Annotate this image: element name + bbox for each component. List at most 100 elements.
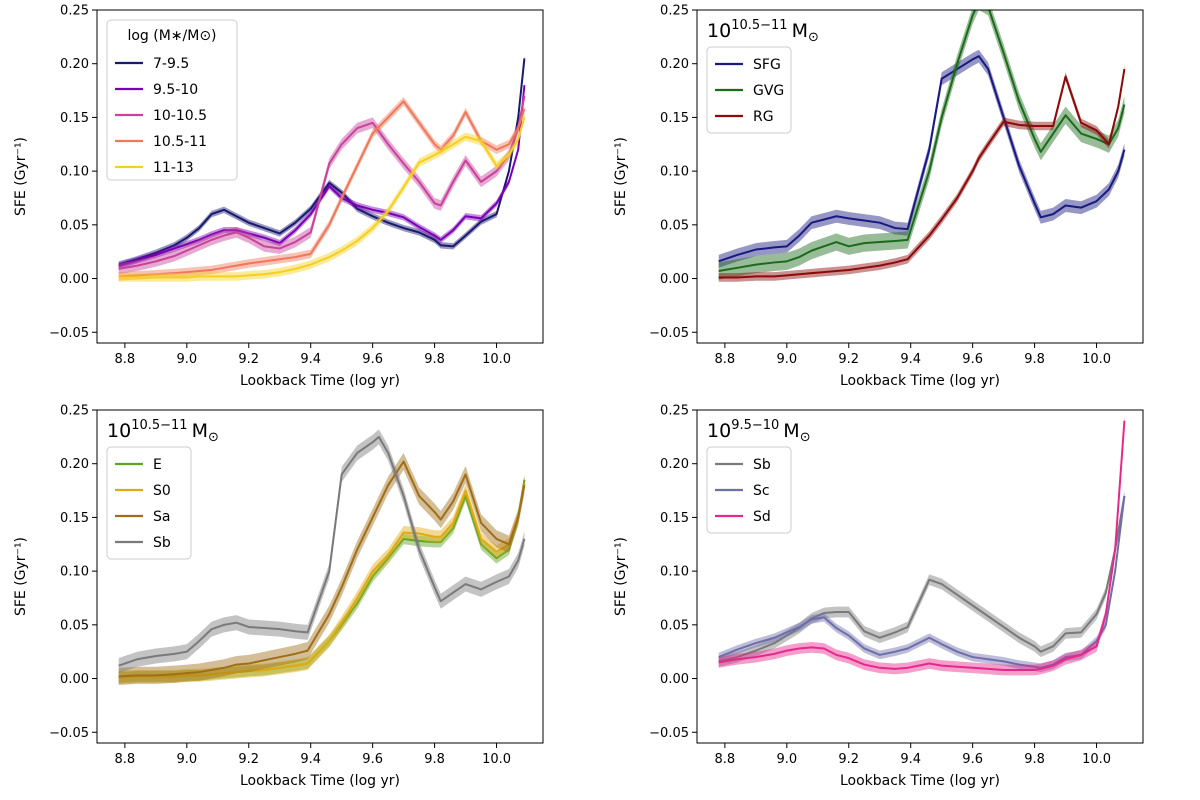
x-tick-label: 10.0	[1082, 752, 1111, 767]
x-tick-label: 9.0	[176, 752, 197, 767]
panel-title: 1010.5−11 M⊙	[107, 418, 219, 445]
series-line-10.5-11	[118, 100, 526, 278]
legend-label: 9.5-10	[153, 82, 198, 98]
y-tick-label: 0.05	[660, 618, 689, 633]
y-tick-label: −0.05	[49, 726, 89, 741]
plot-area	[118, 55, 526, 282]
y-tick-label: 0.20	[660, 457, 689, 472]
x-tick-label: 9.6	[962, 752, 983, 767]
series-line-SFG	[718, 55, 1126, 263]
y-tick-label: 0.10	[660, 565, 689, 580]
y-tick-label: 0.00	[60, 272, 89, 287]
y-tick-label: 0.20	[60, 57, 89, 72]
plot-area	[718, 415, 1126, 676]
y-tick-label: 0.00	[60, 672, 89, 687]
panel-top-right: 8.8 9.0 9.2 9.4 9.6 9.8 10.0 −0.05 0.00 0.05 0.10 0…	[613, 4, 1144, 389]
x-tick-label: 9.8	[424, 352, 445, 367]
x-tick-label: 9.8	[424, 752, 445, 767]
panel-title: 1010.5−11 M⊙	[707, 18, 819, 45]
y-tick-label: 0.10	[60, 565, 89, 580]
y-tick-label: 0.20	[60, 457, 89, 472]
series-band-10-10.5	[118, 90, 525, 275]
x-tick-label: 9.6	[362, 352, 383, 367]
legend-label: RG	[753, 109, 774, 125]
y-tick-label: −0.05	[49, 326, 89, 341]
plot-area	[118, 429, 526, 685]
x-tick-label: 9.4	[300, 352, 321, 367]
legend: SFG GVG RG	[706, 46, 792, 134]
y-tick-label: 0.25	[60, 4, 89, 19]
axes-frame	[696, 9, 1144, 344]
x-tick-label: 9.6	[962, 352, 983, 367]
legend: log (M∗/M⊙) 7-9.5 9.5-10 10-10.5 10.5-11 11-1…	[106, 19, 238, 181]
legend: E S0 Sa Sb	[106, 446, 192, 560]
y-tick-label: 0.20	[660, 57, 689, 72]
legend-label: Sb	[753, 457, 771, 473]
x-axis-label: Lookback Time (log yr)	[240, 773, 400, 789]
legend: Sb Sc Sd	[706, 446, 792, 534]
legend-box	[106, 446, 192, 560]
y-tick-label: −0.05	[649, 726, 689, 741]
series-line-RG	[718, 68, 1126, 279]
legend-box	[706, 446, 792, 534]
legend-box	[106, 19, 238, 181]
x-tick-label: 9.0	[776, 752, 797, 767]
y-axis-label: SFE (Gyr⁻¹)	[13, 137, 29, 216]
y-tick-label: 0.15	[60, 111, 89, 126]
legend-label: Sc	[753, 483, 770, 499]
x-tick-label: 8.8	[715, 752, 736, 767]
x-tick-label: 9.4	[900, 752, 921, 767]
y-tick-label: 0.05	[660, 218, 689, 233]
legend-label: E	[153, 457, 162, 473]
legend-label: SFG	[753, 57, 781, 73]
legend-title: log (M∗/M⊙)	[127, 28, 216, 44]
axes-frame	[696, 409, 1144, 744]
x-tick-label: 9.2	[838, 352, 859, 367]
x-tick-label: 9.2	[238, 752, 259, 767]
series-band-S0	[118, 476, 525, 684]
y-axis-label: SFE (Gyr⁻¹)	[613, 537, 629, 616]
legend-label: 7-9.5	[153, 56, 189, 72]
series-line-Sb	[718, 495, 1126, 663]
panel-title: 109.5−10 M⊙	[707, 418, 811, 445]
series-line-Sb	[118, 435, 526, 667]
x-axis-label: Lookback Time (log yr)	[840, 373, 1000, 389]
legend-label: GVG	[753, 83, 784, 99]
series-band-GVG	[718, 10, 1125, 280]
y-tick-label: 0.10	[660, 165, 689, 180]
legend-label: Sb	[153, 535, 171, 551]
x-tick-label: 9.2	[238, 352, 259, 367]
series-line-9.5-10	[118, 85, 526, 267]
x-tick-label: 10.0	[482, 752, 511, 767]
x-tick-label: 8.8	[115, 352, 136, 367]
y-tick-label: 0.15	[660, 111, 689, 126]
legend-label: 10.5-11	[153, 134, 207, 150]
series-line-11-13	[118, 117, 526, 279]
legend-label: 10-10.5	[153, 108, 207, 124]
series-line-Sd	[718, 420, 1126, 671]
series-line-S0	[118, 482, 526, 679]
axes-frame	[96, 409, 544, 744]
panel-bottom-right: 8.8 9.0 9.2 9.4 9.6 9.8 10.0 −0.05 0.00 0.05 0.10 0…	[613, 404, 1144, 789]
y-tick-label: 0.10	[60, 165, 89, 180]
legend-box	[706, 46, 792, 134]
series-band-Sb	[118, 429, 525, 674]
y-tick-label: 0.00	[660, 672, 689, 687]
legend-label: Sa	[153, 509, 170, 525]
plot-area	[718, 10, 1126, 282]
x-tick-label: 10.0	[482, 352, 511, 367]
series-line-10-10.5	[118, 95, 526, 270]
x-tick-label: 9.4	[900, 352, 921, 367]
y-tick-label: 0.05	[60, 218, 89, 233]
y-tick-label: 0.25	[660, 404, 689, 419]
x-tick-label: 9.4	[300, 752, 321, 767]
axes-frame	[96, 9, 544, 344]
series-line-7-9.5	[118, 58, 526, 266]
x-axis-label: Lookback Time (log yr)	[240, 373, 400, 389]
legend-label: Sd	[753, 509, 771, 525]
x-tick-label: 8.8	[715, 352, 736, 367]
series-band-SFG	[718, 49, 1125, 268]
y-tick-label: 0.15	[660, 511, 689, 526]
y-tick-label: 0.25	[660, 4, 689, 19]
